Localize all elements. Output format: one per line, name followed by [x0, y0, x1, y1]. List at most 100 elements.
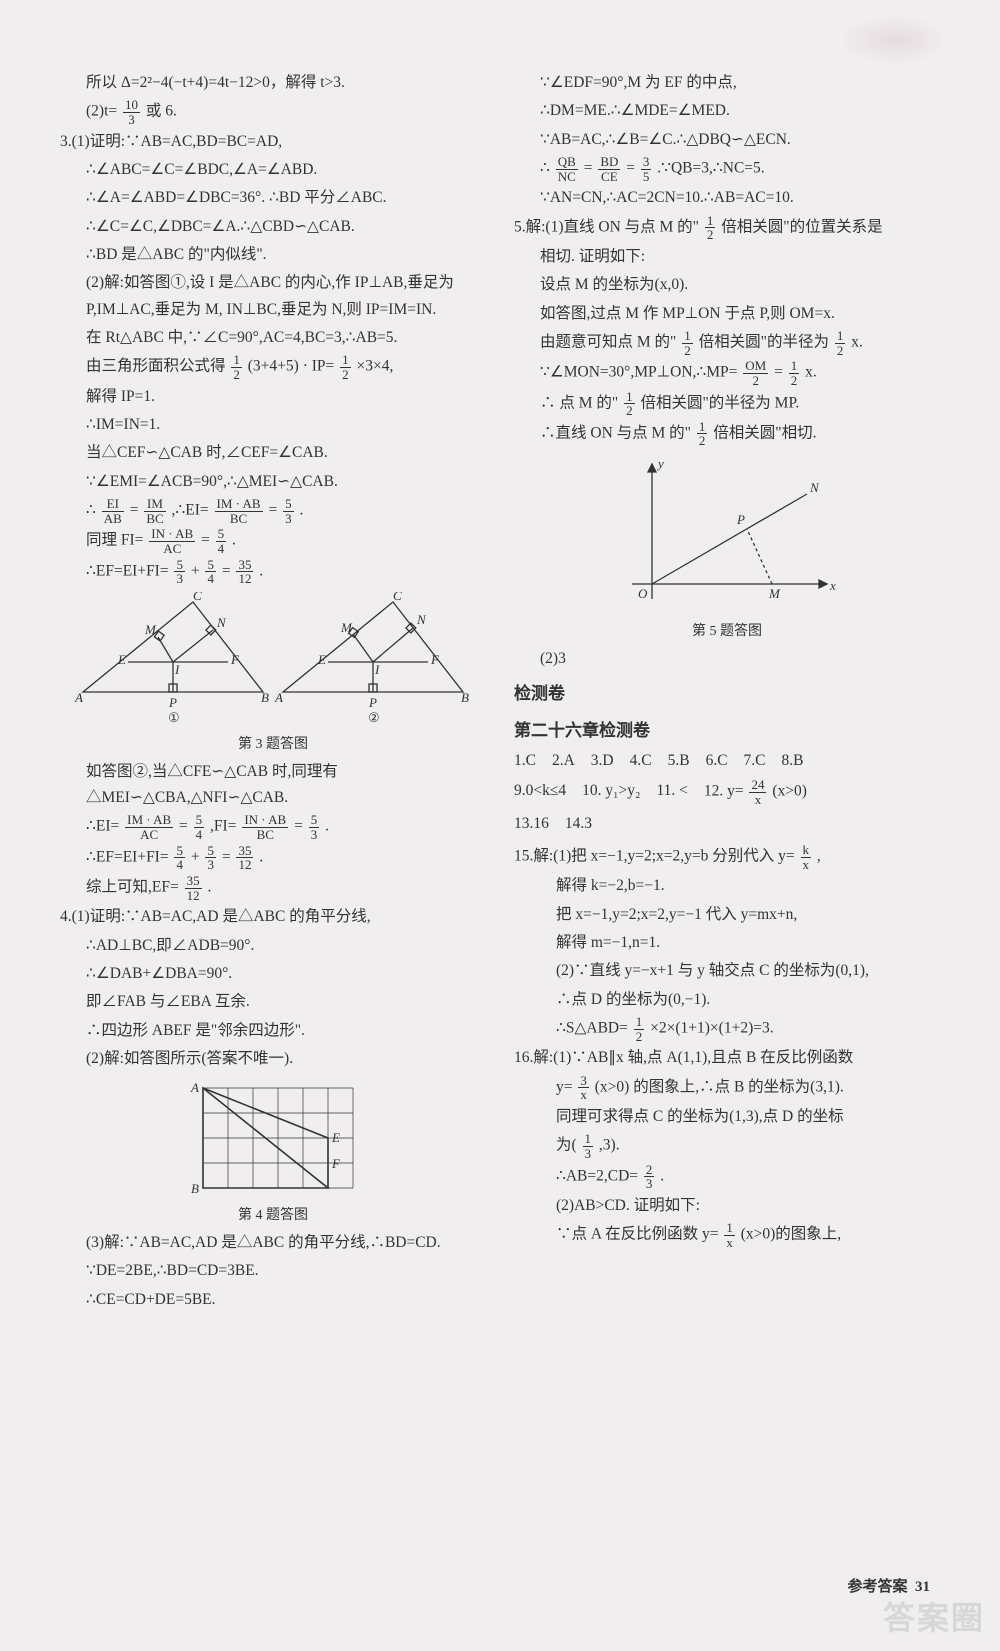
text-line: ∴直线 ON 与点 M 的" 12 倍相关圆"相切.	[514, 420, 940, 448]
svg-text:P: P	[736, 512, 745, 527]
text-line: 所以 Δ=2²−4(−t+4)=4t−12>0，解得 t>3.	[60, 70, 486, 96]
svg-text:E: E	[317, 652, 326, 667]
text-line: ∴S△ABD= 12 ×2×(1+1)×(1+2)=3.	[514, 1015, 940, 1043]
svg-text:M: M	[340, 620, 353, 635]
text-line: 解得 IP=1.	[60, 384, 486, 410]
svg-text:C: C	[193, 592, 202, 603]
text-line: 由题意可知点 M 的" 12 倍相关圆"的半径为 12 x.	[514, 329, 940, 357]
svg-text:E: E	[331, 1130, 340, 1145]
fill-answers-2: 13.1614.3	[514, 811, 940, 837]
text-line: 把 x=−1,y=2;x=2,y=−1 代入 y=mx+n,	[514, 902, 940, 928]
text-line: ∵∠EDF=90°,M 为 EF 的中点,	[514, 70, 940, 96]
text-line: ∴EI= IM · ABAC = 54 ,FI= IN · ABBC = 53 …	[60, 813, 486, 841]
text-line: (2)解:如答图①,设 I 是△ABC 的内心,作 IP⊥AB,垂足为 P,IM…	[60, 270, 486, 323]
svg-text:I: I	[174, 662, 180, 677]
svg-text:N: N	[809, 480, 820, 495]
figure-5: O M N P x y	[612, 454, 842, 614]
text-line: 设点 M 的坐标为(x,0).	[514, 272, 940, 298]
text-line: 在 Rt△ABC 中,∵∠C=90°,AC=4,BC=3,∴AB=5.	[60, 325, 486, 351]
text-line: 即∠FAB 与∠EBA 互余.	[60, 989, 486, 1015]
text-line: ∴EF=EI+FI= 53 + 54 = 3512 .	[60, 558, 486, 586]
section-test: 检测卷	[514, 680, 940, 709]
text-line: ∴四边形 ABEF 是"邻余四边形".	[60, 1018, 486, 1044]
text-line: ∴∠A=∠ABD=∠DBC=36°. ∴BD 平分∠ABC.	[60, 185, 486, 211]
fill-answers: 9.0<k≤410. y₁>y₂ 11. < 12. y= 24x (x>0)	[514, 778, 940, 806]
text-line: ∴AB=2,CD= 23 .	[514, 1163, 940, 1191]
svg-text:N: N	[416, 612, 427, 627]
text-line: (2)AB>CD. 证明如下:	[514, 1193, 940, 1219]
svg-text:M: M	[768, 586, 781, 601]
text-line: ∴AD⊥BC,即∠ADB=90°.	[60, 933, 486, 959]
svg-text:E: E	[117, 652, 126, 667]
text-line: 解得 k=−2,b=−1.	[514, 873, 940, 899]
svg-text:I: I	[374, 662, 380, 677]
svg-text:B: B	[191, 1181, 199, 1196]
text-line: 综上可知,EF= 3512 .	[60, 874, 486, 902]
svg-text:①: ①	[168, 710, 180, 725]
text-line: ∵AB=AC,∴∠B=∠C.∴△DBQ∽△ECN.	[514, 127, 940, 153]
text-line: 当△CEF∽△CAB 时,∠CEF=∠CAB.	[60, 440, 486, 466]
text-line: ∴点 D 的坐标为(0,−1).	[514, 987, 940, 1013]
text-line: ∴BD 是△ABC 的"内似线".	[60, 242, 486, 268]
figure-3: A B C E F I M N P ① A B C E F I M N P ②	[73, 592, 473, 727]
text-line: 如答图②,当△CFE∽△CAB 时,同理有△MEI∽△CBA,△NFI∽△CAB…	[60, 759, 486, 812]
svg-text:F: F	[331, 1156, 341, 1171]
right-column: ∵∠EDF=90°,M 为 EF 的中点, ∴DM=ME.∴∠MDE=∠MED.…	[514, 70, 940, 1580]
text-line: y= 3x (x>0) 的图象上,∴点 B 的坐标为(3,1).	[514, 1074, 940, 1102]
text-line: (2)3	[514, 646, 940, 672]
text-line: (3)解:∵AB=AC,AD 是△ABC 的角平分线,∴BD=CD.	[60, 1230, 486, 1256]
text-line: ∵DE=2BE,∴BD=CD=3BE.	[60, 1258, 486, 1284]
problem-15: 15.解:(1)把 x=−1,y=2;x=2,y=b 分别代入 y= kx ,	[514, 843, 940, 871]
svg-text:P: P	[368, 695, 377, 710]
text-line: 同理可求得点 C 的坐标为(1,3),点 D 的坐标	[514, 1104, 940, 1130]
text-line: ∴∠ABC=∠C=∠BDC,∠A=∠ABD.	[60, 157, 486, 183]
svg-text:B: B	[261, 690, 269, 705]
svg-text:F: F	[230, 652, 240, 667]
svg-text:A: A	[74, 690, 83, 705]
text-line: ∵AN=CN,∴AC=2CN=10.∴AB=AC=10.	[514, 185, 940, 211]
text-line: 同理 FI= IN · ABAC = 54 .	[60, 527, 486, 555]
text-line: ∴ QBNC = BDCE = 35 .∵QB=3,∴NC=5.	[514, 155, 940, 183]
svg-text:F: F	[430, 652, 440, 667]
text-line: ∴∠DAB+∠DBA=90°.	[60, 961, 486, 987]
text-line: ∴ EIAB = IMBC ,∴EI= IM · ABBC = 53 .	[60, 497, 486, 525]
text-line: ∴DM=ME.∴∠MDE=∠MED.	[514, 98, 940, 124]
figure-4-caption: 第 4 题答图	[60, 1204, 486, 1228]
figure-5-caption: 第 5 题答图	[514, 620, 940, 644]
text-line: ∵点 A 在反比例函数 y= 1x (x>0)的图象上,	[514, 1221, 940, 1249]
svg-text:x: x	[829, 578, 836, 593]
text-line: ∵∠EMI=∠ACB=90°,∴△MEI∽△CAB.	[60, 469, 486, 495]
text-line: (2)t= 103 或 6.	[60, 98, 486, 126]
text-line: ∴IM=IN=1.	[60, 412, 486, 438]
problem-16: 16.解:(1)∵AB∥x 轴,点 A(1,1),且点 B 在反比例函数	[514, 1045, 940, 1071]
text-line: ∵∠MON=30°,MP⊥ON,∴MP= OM2 = 12 x.	[514, 359, 940, 387]
svg-text:A: A	[190, 1080, 199, 1095]
svg-text:A: A	[274, 690, 283, 705]
problem-3: 3.(1)证明:∵AB=AC,BD=BC=AD,	[60, 129, 486, 155]
left-column: 所以 Δ=2²−4(−t+4)=4t−12>0，解得 t>3. (2)t= 10…	[60, 70, 486, 1580]
svg-text:B: B	[461, 690, 469, 705]
svg-text:N: N	[216, 615, 227, 630]
text-line: 如答图,过点 M 作 MP⊥ON 于点 P,则 OM=x.	[514, 301, 940, 327]
svg-text:y: y	[656, 456, 664, 471]
svg-text:P: P	[168, 695, 177, 710]
fraction: 103	[123, 98, 140, 126]
text-line: (2)解:如答图所示(答案不唯一).	[60, 1046, 486, 1072]
chapter-26-title: 第二十六章检测卷	[514, 717, 940, 746]
text-line: 解得 m=−1,n=1.	[514, 930, 940, 956]
figure-4: A B E F	[183, 1078, 363, 1198]
text-line: ∴∠C=∠C,∠DBC=∠A.∴△CBD∽△CAB.	[60, 214, 486, 240]
svg-text:C: C	[393, 592, 402, 603]
text-line: 由三角形面积公式得 12 (3+4+5) · IP= 12 ×3×4,	[60, 353, 486, 381]
problem-4: 4.(1)证明:∵AB=AC,AD 是△ABC 的角平分线,	[60, 904, 486, 930]
figure-3-caption: 第 3 题答图	[60, 733, 486, 757]
text-line: ∴CE=CD+DE=5BE.	[60, 1287, 486, 1313]
text-line: ∴ 点 M 的" 12 倍相关圆"的半径为 MP.	[514, 390, 940, 418]
text-line: 相切. 证明如下:	[514, 244, 940, 270]
problem-5: 5.解:(1)直线 ON 与点 M 的" 12 倍相关圆"的位置关系是	[514, 214, 940, 242]
text-line: 为( 13 ,3).	[514, 1132, 940, 1160]
mc-answers: 1.C2.A 3.D4.C 5.B6.C 7.C8.B	[514, 748, 940, 774]
text-line: ∴EF=EI+FI= 54 + 53 = 3512 .	[60, 844, 486, 872]
text-line: (2)∵直线 y=−x+1 与 y 轴交点 C 的坐标为(0,1),	[514, 958, 940, 984]
svg-text:M: M	[144, 622, 157, 637]
